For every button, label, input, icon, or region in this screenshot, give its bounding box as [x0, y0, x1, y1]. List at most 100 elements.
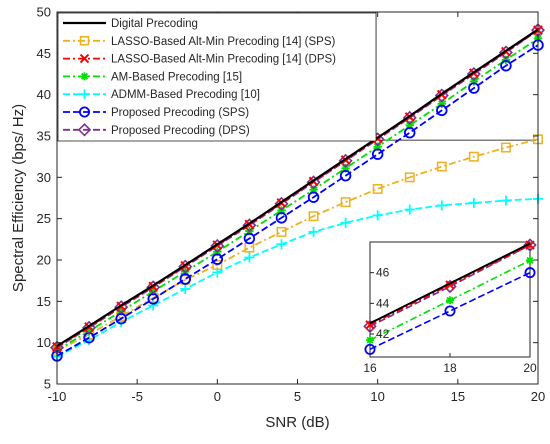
data-point-11 [404, 126, 416, 139]
series-line [56, 37, 539, 351]
legend-entry: Digital Precoding [63, 18, 198, 30]
data-point-13 [466, 66, 481, 82]
x-tick-label: 10 [370, 389, 384, 404]
data-point-9 [341, 164, 350, 173]
data-point-9 [340, 217, 351, 228]
data-point-9 [340, 197, 351, 208]
data-point-12 [436, 161, 447, 172]
x-tick-label: 5 [294, 389, 301, 404]
x-tick-label: -5 [131, 389, 143, 404]
data-point-legend [79, 106, 91, 118]
data-point-13 [468, 82, 480, 94]
data-point-5 [211, 253, 224, 265]
data-point-11 [404, 172, 415, 183]
data-point-12 [436, 104, 448, 117]
data-point-2 [114, 300, 129, 315]
data-point-4 [180, 283, 191, 294]
inset-y-tick-label: 44 [376, 296, 390, 310]
data-point-10 [372, 210, 383, 221]
y-tick-label: 35 [37, 129, 51, 144]
series-1 [56, 28, 539, 347]
data-point-8 [308, 211, 319, 222]
data-point-11 [405, 121, 414, 130]
y-axis-label: Spectral Efficiency (bps/ Hz) [10, 104, 27, 292]
data-point-0 [366, 336, 374, 345]
data-point-12 [434, 88, 449, 103]
inset-x-tick-label: 16 [363, 361, 377, 375]
legend-entry: ADMM-Based Precoding [10] [63, 89, 260, 101]
y-tick-label: 40 [37, 87, 51, 102]
inset-axes: 16 18 20 42 44 46 [363, 238, 537, 375]
data-point-legend [79, 89, 90, 99]
legend-label: LASSO-Based Alt-Min Precoding [14] (SPS) [111, 36, 336, 48]
y-tick-label: 5 [44, 377, 51, 392]
data-point-legend [79, 36, 90, 46]
series-line [56, 44, 539, 357]
data-point-0 [363, 319, 377, 334]
x-tick-label: 20 [531, 389, 545, 404]
data-point-12 [437, 99, 446, 108]
data-point-14 [501, 55, 511, 65]
data-point-2 [525, 240, 535, 250]
data-point-legend [80, 72, 89, 81]
series-line [56, 138, 539, 352]
x-tick-label: 0 [214, 389, 221, 404]
data-point-10 [373, 142, 382, 151]
data-point-6 [242, 218, 257, 233]
data-point-10 [372, 183, 383, 194]
inset-y-tick-label: 42 [376, 327, 390, 341]
inset-x-tick-label: 18 [443, 361, 457, 375]
data-point-10 [371, 148, 384, 160]
series-line [56, 28, 539, 347]
legend-entry: LASSO-Based Alt-Min Precoding [14] (SPS) [63, 36, 336, 48]
data-point-13 [468, 151, 479, 162]
y-tick-label: 20 [37, 253, 51, 268]
y-tick-label: 50 [37, 5, 51, 20]
data-point-7 [276, 239, 287, 250]
legend-label: Proposed Precoding (SPS) [111, 107, 249, 119]
data-point-9 [339, 169, 352, 182]
legend-entry: AM-Based Precoding [15] [63, 71, 242, 83]
data-point-7 [275, 212, 288, 224]
legend-entry: Proposed Precoding (DPS) [63, 123, 250, 137]
inset-x-tick-label: 20 [523, 361, 537, 375]
data-point-7 [276, 226, 287, 237]
legend-label: ADMM-Based Precoding [10] [111, 89, 260, 101]
legend-label: AM-Based Precoding [15] [111, 71, 242, 83]
data-point-1 [84, 326, 94, 336]
data-point-7 [274, 196, 289, 211]
legend-label: Digital Precoding [111, 18, 198, 30]
inset-series-1 [369, 242, 531, 325]
x-tick-label: -10 [48, 389, 67, 404]
legend-box [57, 12, 377, 142]
data-point-6 [244, 252, 255, 263]
data-point-14 [500, 60, 512, 72]
data-point-3 [149, 287, 158, 296]
data-point-2 [523, 238, 537, 252]
data-point-6 [244, 242, 255, 253]
y-tick-label: 45 [37, 46, 51, 61]
data-point-4 [179, 273, 191, 285]
data-point-4 [178, 259, 193, 274]
y-tick-label: 10 [37, 335, 51, 350]
data-point-8 [308, 226, 319, 237]
data-point-13 [468, 197, 479, 208]
series-line [56, 197, 539, 358]
inset-series-4 [366, 256, 534, 345]
y-tick-label: 30 [37, 170, 51, 185]
data-point-legend [79, 53, 90, 64]
data-point-14 [498, 45, 513, 60]
data-point-13 [469, 77, 479, 86]
data-point-8 [307, 191, 320, 203]
data-point-11 [402, 110, 417, 125]
data-point-2 [116, 307, 126, 316]
inset-series-line [369, 242, 531, 325]
legend-label: Proposed Precoding (DPS) [111, 125, 250, 137]
data-point-6 [243, 232, 256, 245]
legend-entry: LASSO-Based Alt-Min Precoding [14] (DPS) [63, 54, 336, 66]
data-point-legend [77, 123, 92, 137]
data-point-2 [526, 256, 534, 265]
axes-layer: -10 -5 0 5 10 15 20 5 10 15 20 25 30 35 40 45 50 [37, 5, 546, 405]
